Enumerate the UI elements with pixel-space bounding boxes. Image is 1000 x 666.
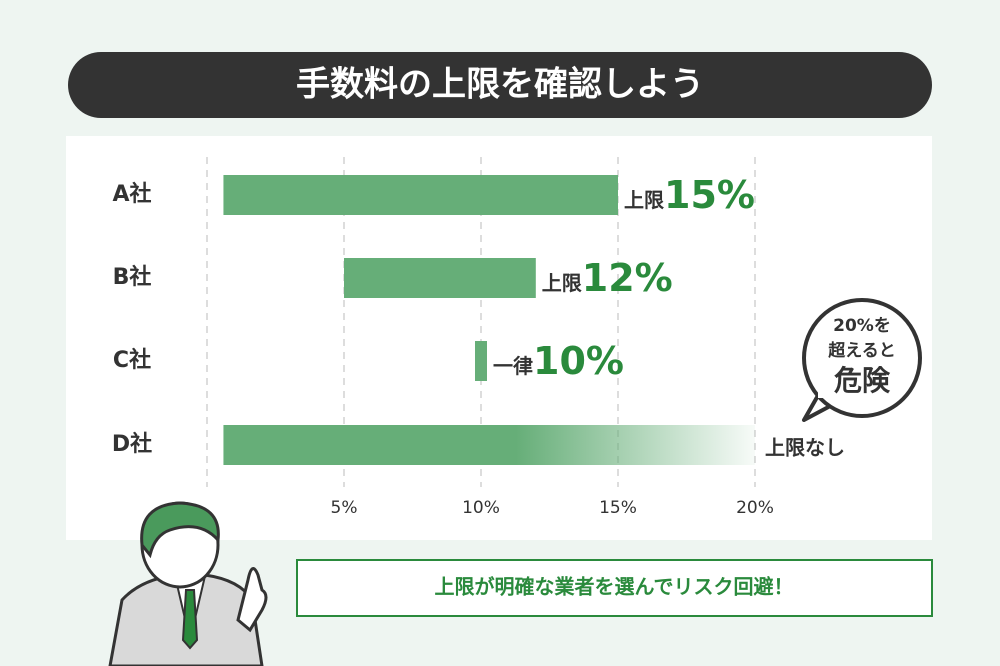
x-tick-label: 10% <box>462 498 500 518</box>
bar <box>344 258 536 298</box>
bubble-text: 超えると <box>828 340 896 361</box>
bar <box>223 175 618 215</box>
limit-label: 上限 <box>542 271 582 295</box>
category-label: D社 <box>112 431 152 457</box>
person-hand <box>236 567 268 633</box>
value-label: 上限15% <box>624 173 755 217</box>
person <box>108 501 268 666</box>
value-number: 15% <box>664 173 755 217</box>
chart-title: 手数料の上限を確認しよう <box>296 65 704 105</box>
limit-label: 上限なし <box>765 436 845 460</box>
limit-label: 一律 <box>493 354 533 378</box>
person-tie <box>181 589 199 650</box>
footer-box <box>296 559 933 617</box>
bubble: 20%を 超えると 危険 <box>802 298 922 422</box>
bar <box>223 425 755 465</box>
limit-label: 上限 <box>624 188 664 212</box>
bubble-join <box>818 384 838 398</box>
person-hair <box>140 501 220 559</box>
footer-text: 上限が明確な業者を選んでリスク回避！ <box>435 575 794 599</box>
x-tick-label: 20% <box>736 498 774 518</box>
category-label: B社 <box>113 264 152 290</box>
x-tick-label: 15% <box>599 498 637 518</box>
bubble-text: 危険 <box>834 364 891 397</box>
value-label: 一律10% <box>493 339 624 383</box>
value-number: 12% <box>582 256 673 300</box>
category-label: C社 <box>113 347 151 373</box>
value-label: 上限12% <box>542 256 673 300</box>
title-pill <box>68 52 932 118</box>
x-tick-label: 5% <box>331 498 358 518</box>
category-label: A社 <box>112 181 151 207</box>
value-number: 10% <box>533 339 624 383</box>
bar <box>475 341 487 381</box>
bubble-text: 20%を <box>833 316 891 336</box>
